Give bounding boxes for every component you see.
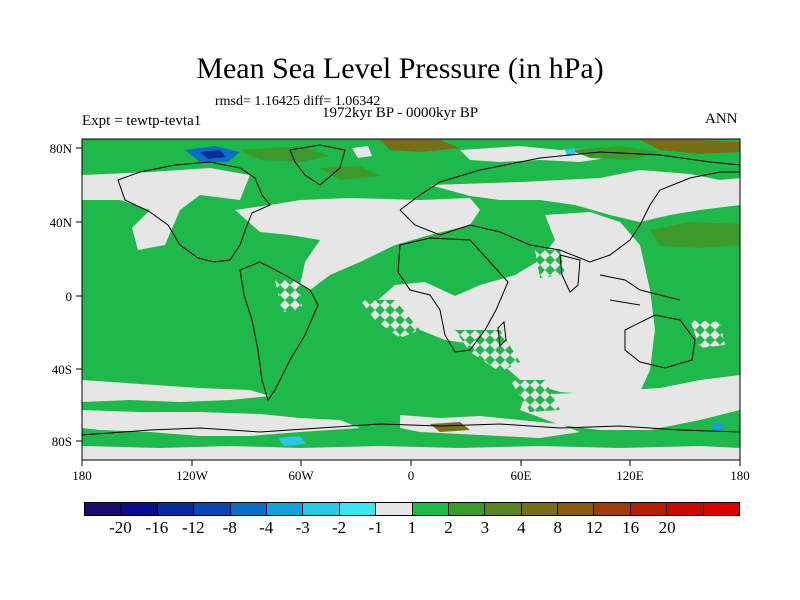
colorbar-label: -16: [145, 518, 169, 537]
colorbar-label: 4: [517, 518, 526, 537]
lat-label-40n: 40N: [49, 215, 72, 230]
lon-label-120e: 120E: [616, 468, 644, 483]
colorbar-label: -12: [181, 518, 205, 537]
lon-label-60w: 60W: [288, 468, 314, 483]
colorbar-label: -3: [295, 518, 310, 537]
colorbar-label: 8: [553, 518, 563, 537]
lon-label-60e: 60E: [510, 468, 532, 483]
colorbar-swatch: [521, 503, 559, 515]
lon-label-180w: 180: [72, 468, 92, 483]
season-label: ANN: [705, 111, 738, 127]
colorbar-swatch: [194, 503, 231, 515]
lon-label-180e: 180: [730, 468, 750, 483]
colorbar-swatch: [266, 503, 304, 515]
colorbar-swatch: [485, 503, 522, 515]
lon-label-120w: 120W: [176, 468, 208, 483]
colorbar-swatch: [376, 503, 413, 515]
colorbar-label: -2: [332, 518, 347, 537]
colorbar-swatch: [412, 503, 449, 515]
period-label: 1972kyr BP - 0000kyr BP: [322, 105, 479, 121]
colorbar-swatch: [230, 503, 267, 515]
colorbar-swatch: [85, 503, 122, 515]
colorbar-swatch: [558, 503, 595, 515]
transition-hatch: [275, 250, 725, 412]
colorbar-label: 3: [480, 518, 490, 537]
colorbar-label: 2: [444, 518, 453, 537]
colorbar-swatch: [667, 503, 704, 515]
lat-label-80n: 80N: [49, 141, 72, 156]
stats-label: rmsd= 1.16425 diff= 1.06342: [215, 94, 381, 109]
lat-label-40s: 40S: [51, 362, 72, 377]
colorbar-swatch: [157, 503, 195, 515]
strong-positive-regions: [380, 140, 740, 432]
axis-ticks: [76, 147, 741, 466]
colorbar-swatch: [121, 503, 158, 515]
lat-label-80s: 80S: [51, 434, 72, 449]
experiment-label: Expt = tewtp-tevta1: [82, 113, 202, 129]
colorbar-swatch: [594, 503, 631, 515]
colorbar-swatch: [303, 503, 340, 515]
colorbar-label: -20: [109, 518, 132, 537]
colorbar-swatch: [703, 503, 740, 515]
colorbar-label: 16: [622, 518, 640, 537]
chart-title: Mean Sea Level Pressure (in hPa): [196, 52, 604, 85]
lon-label-0: 0: [407, 468, 415, 483]
neutral-regions: [82, 146, 740, 460]
colorbar-label: -1: [368, 518, 383, 537]
colorbar-swatch: [339, 503, 377, 515]
colorbar-label: 20: [658, 518, 676, 537]
colorbar-swatch: [448, 503, 486, 515]
lat-label-0: 0: [65, 289, 73, 304]
colorbar-label: 12: [585, 518, 603, 537]
colorbar-swatch: [630, 503, 668, 515]
coastlines: [82, 144, 740, 436]
negative-regions: [185, 146, 724, 446]
colorbar-label: 1: [407, 518, 417, 537]
colorbar: [84, 502, 740, 516]
colorbar-label: -8: [222, 518, 237, 537]
colorbar-label: -4: [259, 518, 274, 537]
